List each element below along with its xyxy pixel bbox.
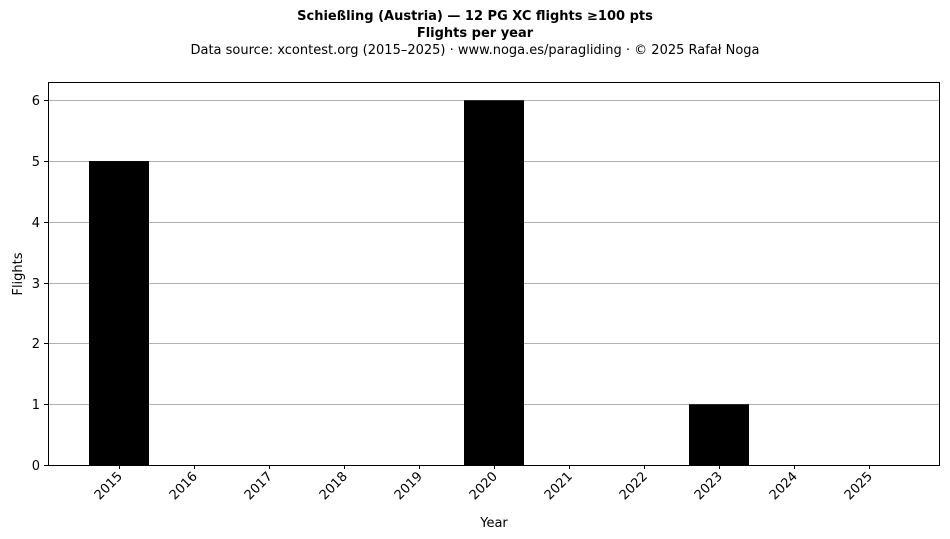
y-tick-label: 1 bbox=[32, 398, 40, 413]
y-tick-label: 0 bbox=[32, 459, 40, 474]
chart-title: Schießling (Austria) — 12 PG XC flights … bbox=[297, 9, 653, 24]
x-tick-label: 2020 bbox=[467, 469, 501, 503]
x-tick-label: 2016 bbox=[167, 469, 201, 503]
bar-2020 bbox=[464, 100, 524, 465]
y-tick-label: 4 bbox=[32, 216, 40, 231]
x-tick-label: 2023 bbox=[692, 469, 726, 503]
x-tick-label: 2024 bbox=[767, 469, 801, 503]
x-tick-label: 2022 bbox=[617, 469, 651, 503]
x-axis-ticks: 2015 2016 2017 2018 2019 2020 2021 2022 2023 2024… bbox=[92, 465, 876, 503]
x-tick-label: 2018 bbox=[317, 469, 351, 503]
bars bbox=[89, 100, 749, 466]
x-tick-label: 2015 bbox=[92, 469, 126, 503]
x-axis-label: Year bbox=[479, 516, 508, 531]
chart-source: Data source: xcontest.org (2015–2025) · … bbox=[190, 43, 760, 58]
y-axis-label: Flights bbox=[11, 252, 26, 295]
x-tick-label: 2025 bbox=[842, 469, 876, 503]
bar-2015 bbox=[89, 161, 149, 466]
x-tick-label: 2019 bbox=[392, 469, 426, 503]
x-tick-label: 2021 bbox=[542, 469, 576, 503]
x-tick-label: 2017 bbox=[242, 469, 276, 503]
bar-2023 bbox=[689, 404, 749, 465]
y-tick-label: 3 bbox=[32, 277, 40, 292]
y-axis-ticks: 0 1 2 3 4 5 6 bbox=[32, 94, 48, 474]
y-tick-label: 5 bbox=[32, 155, 40, 170]
chart-titles: Schießling (Austria) — 12 PG XC flights … bbox=[0, 8, 950, 59]
chart-subtitle: Flights per year bbox=[416, 26, 534, 41]
y-tick-label: 6 bbox=[32, 94, 40, 109]
y-tick-label: 2 bbox=[32, 337, 40, 352]
